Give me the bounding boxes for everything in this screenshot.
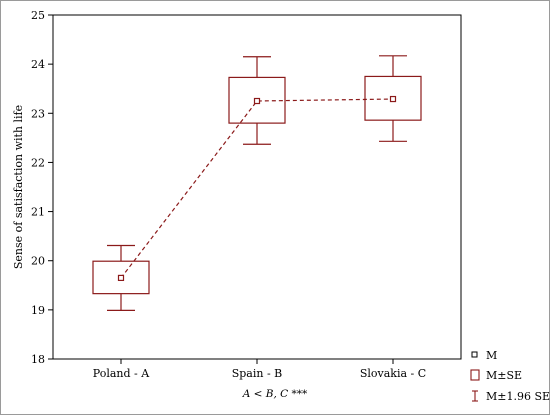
y-tick-label: 25 bbox=[31, 9, 45, 22]
x-tick-label: Spain - B bbox=[232, 367, 283, 380]
x-tick-label: Poland - A bbox=[93, 367, 150, 380]
y-tick-label: 19 bbox=[31, 304, 45, 317]
se-box bbox=[364, 75, 422, 121]
legend-label: M±SE bbox=[486, 369, 522, 382]
box-group-3 bbox=[364, 55, 422, 142]
y-tick-label: 24 bbox=[31, 58, 45, 71]
box-group-1 bbox=[92, 244, 150, 311]
significance-note: A < B, C *** bbox=[242, 388, 308, 400]
mean-marker bbox=[389, 95, 397, 103]
y-tick-label: 21 bbox=[31, 206, 45, 219]
mean-marker bbox=[117, 274, 125, 282]
y-tick-label: 20 bbox=[31, 255, 45, 268]
se-box bbox=[228, 76, 286, 124]
legend: M M±SE M±1.96 SE bbox=[470, 349, 550, 403]
legend-box-swatch bbox=[470, 369, 480, 381]
x-tick-label: Slovakia - C bbox=[360, 367, 426, 380]
se-box bbox=[92, 260, 150, 295]
legend-item-3: M±1.96 SE bbox=[472, 390, 550, 403]
y-tick-label: 23 bbox=[31, 107, 45, 120]
legend-item-2: M±SE bbox=[470, 369, 522, 382]
y-tick-label: 18 bbox=[31, 353, 45, 366]
y-axis-ticks: 18 19 20 21 22 23 24 25 bbox=[31, 9, 53, 366]
legend-label: M±1.96 SE bbox=[486, 390, 550, 403]
box-series bbox=[92, 55, 422, 311]
legend-item-1: M bbox=[471, 349, 497, 362]
y-axis-label: Sense of satisfaction with life bbox=[12, 105, 25, 269]
legend-label: M bbox=[486, 349, 497, 362]
box-group-2 bbox=[228, 56, 286, 145]
x-axis-ticks: Poland - A Spain - B Slovakia - C bbox=[93, 359, 426, 380]
legend-mean-swatch bbox=[471, 351, 478, 358]
mean-marker bbox=[253, 97, 261, 105]
y-tick-label: 22 bbox=[31, 156, 45, 169]
